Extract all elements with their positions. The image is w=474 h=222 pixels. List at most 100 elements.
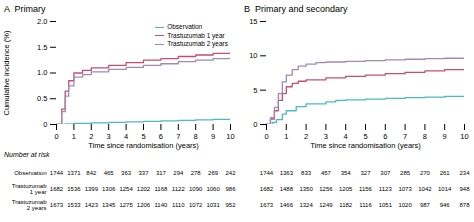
svg-text:457: 457 [321, 170, 332, 176]
svg-text:1256: 1256 [319, 186, 333, 192]
svg-text:952: 952 [225, 202, 236, 208]
svg-text:363: 363 [121, 170, 132, 176]
svg-text:3: 3 [107, 132, 111, 141]
svg-text:1020: 1020 [398, 202, 412, 208]
svg-text:Cumulative incidence (%): Cumulative incidence (%) [2, 30, 11, 116]
svg-text:10: 10 [226, 132, 234, 141]
svg-text:1206: 1206 [137, 202, 151, 208]
svg-text:Observation: Observation [14, 170, 46, 176]
svg-text:270: 270 [420, 170, 431, 176]
svg-text:1275: 1275 [119, 202, 133, 208]
svg-text:15: 15 [249, 17, 257, 26]
svg-text:1014: 1014 [438, 186, 452, 192]
svg-text:8: 8 [423, 132, 427, 141]
svg-text:1682: 1682 [50, 186, 64, 192]
svg-text:2.0: 2.0 [37, 17, 47, 26]
svg-text:1072: 1072 [189, 202, 203, 208]
svg-text:1306: 1306 [102, 186, 116, 192]
svg-text:0: 0 [253, 120, 257, 129]
svg-text:1182: 1182 [339, 202, 353, 208]
svg-text:5: 5 [363, 132, 367, 141]
svg-text:Time since randomisation (year: Time since randomisation (years) [310, 141, 421, 150]
svg-text:1324: 1324 [299, 202, 313, 208]
svg-text:294: 294 [173, 170, 184, 176]
svg-text:337: 337 [138, 170, 149, 176]
svg-text:878: 878 [459, 202, 470, 208]
svg-text:1533: 1533 [67, 202, 81, 208]
svg-text:9: 9 [443, 132, 447, 141]
svg-text:7: 7 [403, 132, 407, 141]
svg-text:9: 9 [211, 132, 215, 141]
svg-text:1122: 1122 [172, 186, 186, 192]
svg-text:234: 234 [459, 170, 470, 176]
svg-text:1060: 1060 [206, 186, 220, 192]
svg-text:1254: 1254 [119, 186, 133, 192]
svg-text:1363: 1363 [280, 170, 294, 176]
svg-text:1: 1 [284, 132, 288, 141]
svg-text:986: 986 [225, 186, 236, 192]
svg-text:242: 242 [225, 170, 236, 176]
svg-text:1488: 1488 [280, 186, 294, 192]
svg-text:833: 833 [301, 170, 312, 176]
svg-text:0: 0 [264, 132, 268, 141]
svg-text:3: 3 [324, 132, 328, 141]
svg-text:1073: 1073 [398, 186, 412, 192]
svg-text:1140: 1140 [154, 202, 168, 208]
svg-text:1123: 1123 [379, 186, 393, 192]
svg-text:1042: 1042 [418, 186, 432, 192]
svg-text:2: 2 [304, 132, 308, 141]
svg-text:317: 317 [156, 170, 167, 176]
svg-text:465: 465 [104, 170, 115, 176]
svg-text:1110: 1110 [172, 202, 185, 208]
svg-text:4: 4 [344, 132, 348, 141]
svg-text:1116: 1116 [359, 202, 372, 208]
svg-text:1168: 1168 [154, 186, 168, 192]
svg-text:1744: 1744 [50, 170, 64, 176]
svg-text:1744: 1744 [260, 170, 274, 176]
svg-text:285: 285 [400, 170, 411, 176]
svg-text:Trastuzumab1 year: Trastuzumab1 year [12, 183, 47, 195]
svg-text:1345: 1345 [102, 202, 116, 208]
svg-text:1682: 1682 [260, 186, 274, 192]
svg-text:1.0: 1.0 [37, 68, 47, 77]
svg-text:6: 6 [383, 132, 387, 141]
svg-text:1536: 1536 [67, 186, 81, 192]
svg-text:1205: 1205 [339, 186, 353, 192]
svg-text:1673: 1673 [260, 202, 274, 208]
svg-text:269: 269 [208, 170, 219, 176]
svg-text:0: 0 [43, 120, 47, 129]
svg-text:1399: 1399 [85, 186, 99, 192]
svg-text:5: 5 [141, 132, 145, 141]
svg-text:Time since randomisation (year: Time since randomisation (years) [88, 141, 199, 150]
svg-text:10: 10 [460, 132, 468, 141]
svg-text:1090: 1090 [189, 186, 203, 192]
svg-text:327: 327 [360, 170, 371, 176]
svg-text:0.5: 0.5 [37, 94, 47, 103]
svg-text:354: 354 [341, 170, 352, 176]
svg-text:1423: 1423 [85, 202, 99, 208]
svg-text:842: 842 [86, 170, 97, 176]
svg-text:987: 987 [420, 202, 431, 208]
svg-text:278: 278 [191, 170, 202, 176]
svg-text:6: 6 [159, 132, 163, 141]
svg-text:1350: 1350 [299, 186, 313, 192]
svg-text:10: 10 [249, 51, 257, 60]
svg-text:0: 0 [54, 132, 58, 141]
svg-text:7: 7 [176, 132, 180, 141]
svg-text:1.5: 1.5 [37, 43, 47, 52]
svg-text:307: 307 [380, 170, 391, 176]
svg-text:946: 946 [440, 202, 451, 208]
svg-text:948: 948 [459, 186, 470, 192]
svg-text:8: 8 [194, 132, 198, 141]
svg-text:1466: 1466 [280, 202, 294, 208]
svg-text:1: 1 [72, 132, 76, 141]
svg-text:1031: 1031 [206, 202, 220, 208]
svg-text:1156: 1156 [359, 186, 373, 192]
svg-text:5: 5 [253, 86, 257, 95]
svg-text:1249: 1249 [319, 202, 333, 208]
svg-text:1371: 1371 [67, 170, 81, 176]
svg-text:1673: 1673 [50, 202, 64, 208]
svg-text:261: 261 [440, 170, 451, 176]
svg-text:1051: 1051 [379, 202, 393, 208]
svg-text:Trastuzumab2 years: Trastuzumab2 years [12, 199, 47, 211]
